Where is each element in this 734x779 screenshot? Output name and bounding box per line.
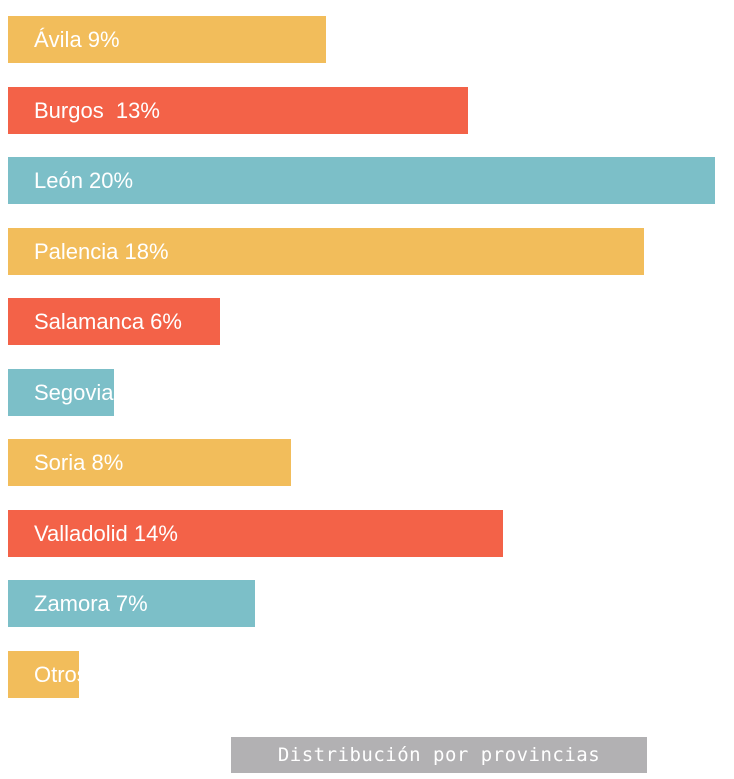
bar-label: Burgos 13%	[34, 97, 160, 123]
caption-text: Distribución por provincias	[277, 744, 601, 766]
bar-burgos: Burgos 13%	[8, 87, 468, 134]
bar-label: Palencia 18%	[34, 238, 169, 264]
bar-zamora: Zamora 7%	[8, 580, 255, 627]
bar-leon: León 20%	[8, 157, 715, 204]
bar-label: León 20%	[34, 167, 134, 193]
bar-label: Segovia 3%	[34, 379, 152, 405]
bar-soria: Soria 8%	[8, 439, 291, 486]
bar-valladolid: Valladolid 14%	[8, 510, 503, 557]
bar-label: Otros 2%	[34, 661, 126, 687]
bar-label: Salamanca 6%	[34, 308, 182, 334]
bar-label: Ávila 9%	[34, 26, 120, 52]
chart-caption: Distribución por provincias	[231, 737, 647, 773]
bar-otros: Otros 2%	[8, 651, 126, 698]
bar-label: Zamora 7%	[34, 590, 148, 616]
bar-segovia: Segovia 3%	[8, 369, 151, 416]
bar-label: Soria 8%	[34, 449, 124, 475]
bar-label: Valladolid 14%	[34, 520, 178, 546]
bar-palencia: Palencia 18%	[8, 228, 644, 275]
bar-avila: Ávila 9%	[8, 16, 326, 63]
bar-salamanca: Salamanca 6%	[8, 298, 220, 345]
